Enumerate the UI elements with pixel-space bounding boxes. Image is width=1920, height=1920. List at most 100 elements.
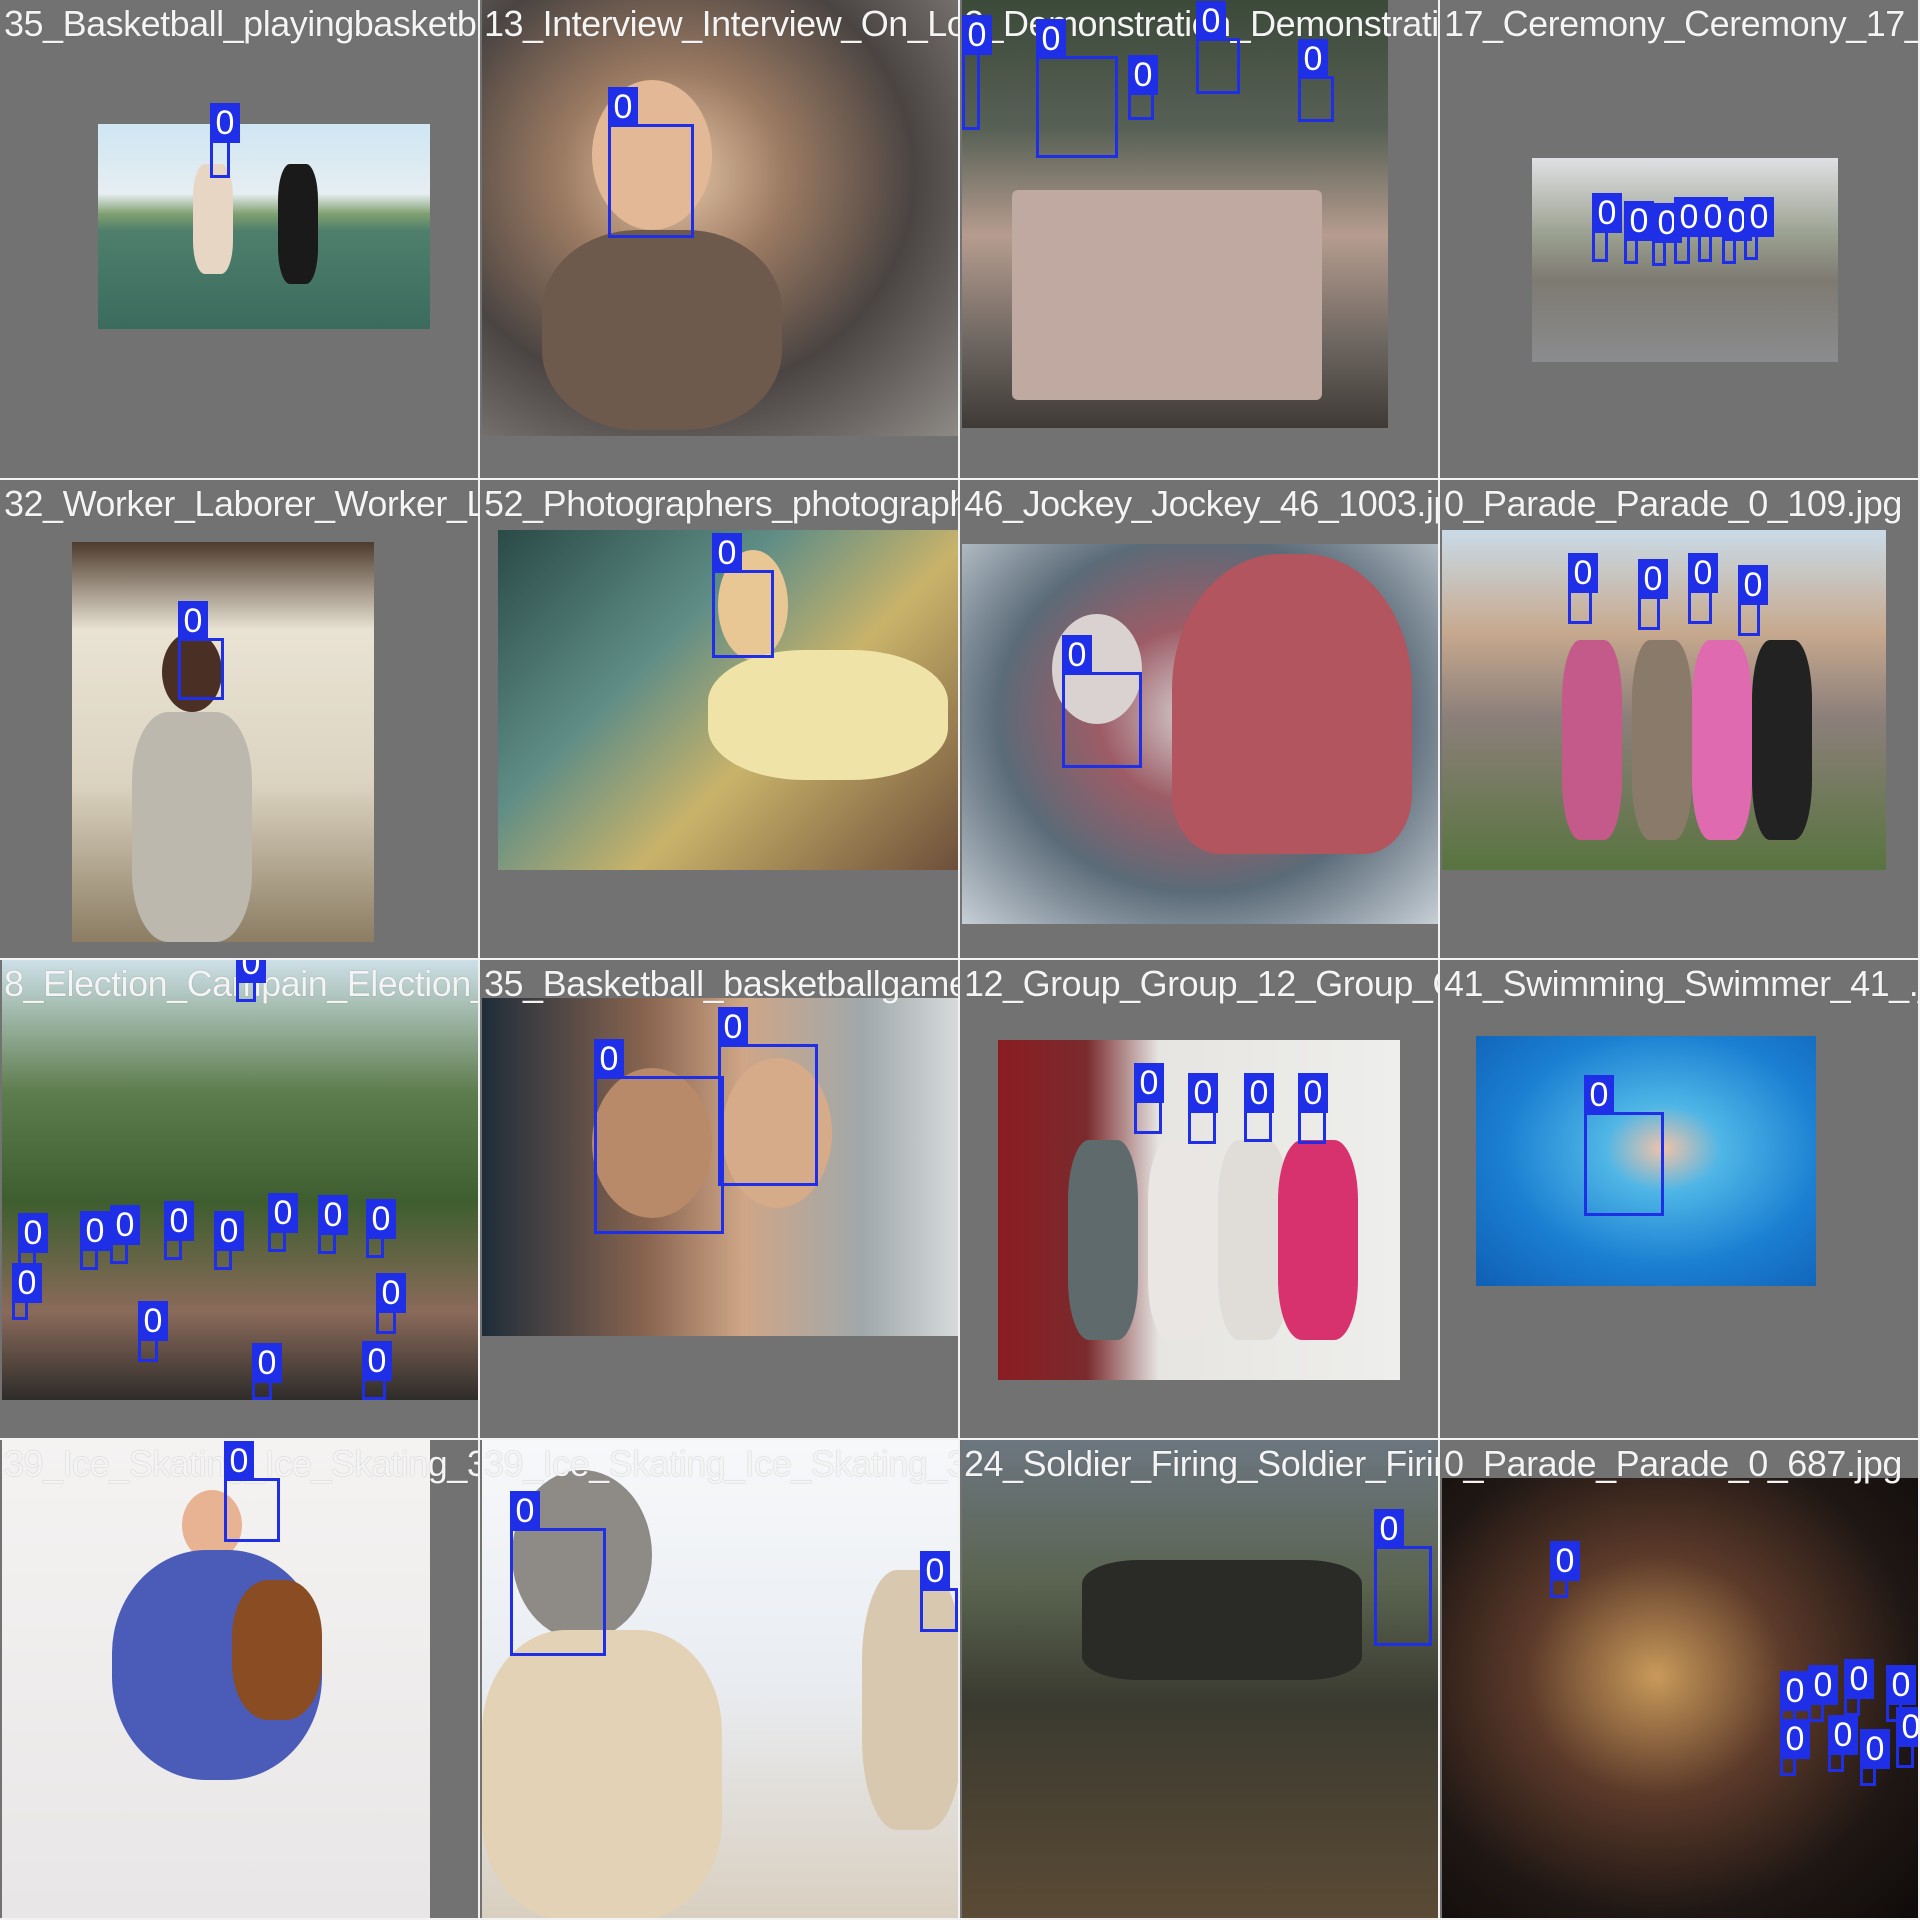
face-box: 0 — [1828, 1752, 1844, 1772]
face-box: 0 — [376, 1310, 396, 1334]
class-tag: 0 — [1780, 1719, 1810, 1759]
face-box: 0 — [1896, 1744, 1914, 1768]
face-box: 0 — [1062, 672, 1142, 768]
class-tag: 0 — [1688, 553, 1718, 593]
face-box: 0 — [1688, 590, 1712, 624]
face-box: 0 — [1374, 1546, 1432, 1646]
class-tag: 0 — [110, 1205, 140, 1245]
tile-couple: 35_Basketball_basketballgame_ball_35_355… — [480, 960, 960, 1440]
face-box: 0 — [510, 1528, 606, 1656]
class-tag: 0 — [318, 1195, 348, 1235]
tile-swimming: 41_Swimming_Swimmer_41_.jpg 0 — [1440, 960, 1920, 1440]
tile-parade-2: 0_Parade_Parade_0_687.jpg 0 0 0 0 0 0 0 … — [1440, 1440, 1920, 1920]
tile-worker: 32_Worker_Laborer_Worker_Laborer_32_520.… — [0, 480, 480, 960]
face-box: 0 — [1860, 1766, 1876, 1786]
face-box: 0 — [12, 1300, 28, 1320]
class-tag: 0 — [718, 1007, 748, 1047]
tile-label: 46_Jockey_Jockey_46_1003.jpg — [964, 482, 1440, 526]
face-box: 0 — [1188, 1110, 1216, 1144]
face-box: 0 — [214, 1248, 232, 1270]
tile-soldier-firing: 24_Soldier_Firing_Soldier_Firing_24_76.j… — [960, 1440, 1440, 1920]
photo-cafe-woman — [482, 0, 958, 436]
class-tag: 0 — [1036, 19, 1066, 59]
tile-parade-1: 0_Parade_Parade_0_109.jpg 0 0 0 0 — [1440, 480, 1920, 960]
class-tag: 0 — [1744, 197, 1774, 237]
class-tag: 0 — [236, 960, 266, 983]
photo-election-crowd — [2, 960, 478, 1400]
face-box: 0 — [1638, 596, 1660, 630]
class-tag: 0 — [1638, 559, 1668, 599]
tile-label: 52_Photographers_photographertakingphoto… — [484, 482, 960, 526]
class-tag: 0 — [1568, 553, 1598, 593]
face-box: 0 — [210, 140, 230, 178]
tile-election: 8_Election_Campain_Election_Campaign_8_1… — [0, 960, 480, 1440]
tile-label: 41_Swimming_Swimmer_41_.jpg — [1444, 962, 1920, 1006]
face-box: 0 — [608, 124, 694, 238]
class-tag: 0 — [18, 1213, 48, 1253]
class-tag: 0 — [138, 1301, 168, 1341]
tile-label: 32_Worker_Laborer_Worker_Laborer_32_520.… — [4, 482, 480, 526]
tile-ceremony: 17_Ceremony_Ceremony_17_1.jpg 0 0 0 0 0 … — [1440, 0, 1920, 480]
class-tag: 0 — [164, 1201, 194, 1241]
tile-label: 0_Parade_Parade_0_109.jpg — [1444, 482, 1902, 526]
photo-skater-girl — [2, 1440, 430, 1918]
class-tag: 0 — [12, 1263, 42, 1303]
tile-ice-skating-1: 39_Ice_Skating_Ice_Skating_39_304.jpg 0 — [0, 1440, 480, 1920]
face-box: 0 — [1738, 602, 1760, 636]
tile-photographer: 52_Photographers_photographertakingphoto… — [480, 480, 960, 960]
class-tag: 0 — [376, 1273, 406, 1313]
face-box: 0 — [1652, 240, 1666, 266]
face-box: 0 — [1808, 1702, 1824, 1722]
face-box: 0 — [594, 1076, 724, 1234]
face-box: 0 — [268, 1230, 286, 1252]
face-box: 0 — [962, 52, 980, 130]
face-box: 0 — [224, 1478, 280, 1542]
class-tag: 0 — [214, 1211, 244, 1251]
face-box: 0 — [178, 638, 224, 700]
face-box: 0 — [236, 980, 256, 1002]
class-tag: 0 — [920, 1551, 950, 1591]
class-tag: 0 — [362, 1341, 392, 1381]
class-tag: 0 — [962, 15, 992, 55]
face-box: 0 — [318, 1232, 336, 1254]
class-tag: 0 — [1584, 1075, 1614, 1115]
class-tag: 0 — [608, 87, 638, 127]
tile-label: 12_Group_Group_12_Group_Group_12_48.jpg — [964, 962, 1440, 1006]
class-tag: 0 — [1188, 1073, 1218, 1113]
face-box: 0 — [366, 1236, 384, 1258]
face-box: 0 — [920, 1588, 958, 1632]
tile-group: 12_Group_Group_12_Group_Group_12_48.jpg … — [960, 960, 1440, 1440]
tile-basketball: 35_Basketball_playingbasketball_35_412.j… — [0, 0, 480, 480]
face-box: 0 — [1674, 234, 1690, 264]
face-box: 0 — [1568, 590, 1592, 624]
class-tag: 0 — [1244, 1073, 1274, 1113]
face-box: 0 — [1128, 92, 1154, 120]
face-box: 0 — [1584, 1112, 1664, 1216]
class-tag: 0 — [1196, 1, 1226, 41]
face-box: 0 — [1624, 238, 1638, 264]
face-box: 0 — [1298, 76, 1334, 122]
tile-demonstration: 2_Demonstration_Demonstration_2_663.jpg … — [960, 0, 1440, 480]
class-tag: 0 — [1886, 1665, 1916, 1705]
class-tag: 0 — [1808, 1665, 1838, 1705]
face-box: 0 — [1036, 56, 1118, 158]
photo-winged-figure — [962, 544, 1438, 924]
class-tag: 0 — [80, 1211, 110, 1251]
class-tag: 0 — [268, 1193, 298, 1233]
class-tag: 0 — [1592, 193, 1622, 233]
photo-worker — [72, 542, 374, 942]
class-tag: 0 — [1624, 201, 1654, 241]
face-box: 0 — [164, 1238, 182, 1260]
face-box: 0 — [1550, 1578, 1568, 1598]
class-tag: 0 — [1298, 39, 1328, 79]
face-box: 0 — [1298, 1110, 1326, 1144]
class-tag: 0 — [1844, 1659, 1874, 1699]
face-box: 0 — [252, 1380, 272, 1400]
class-tag: 0 — [178, 601, 208, 641]
face-box: 0 — [110, 1242, 128, 1264]
photo-children-snow — [482, 1440, 958, 1918]
class-tag: 0 — [1134, 1063, 1164, 1103]
class-tag: 0 — [1780, 1671, 1810, 1711]
class-tag: 0 — [510, 1491, 540, 1531]
